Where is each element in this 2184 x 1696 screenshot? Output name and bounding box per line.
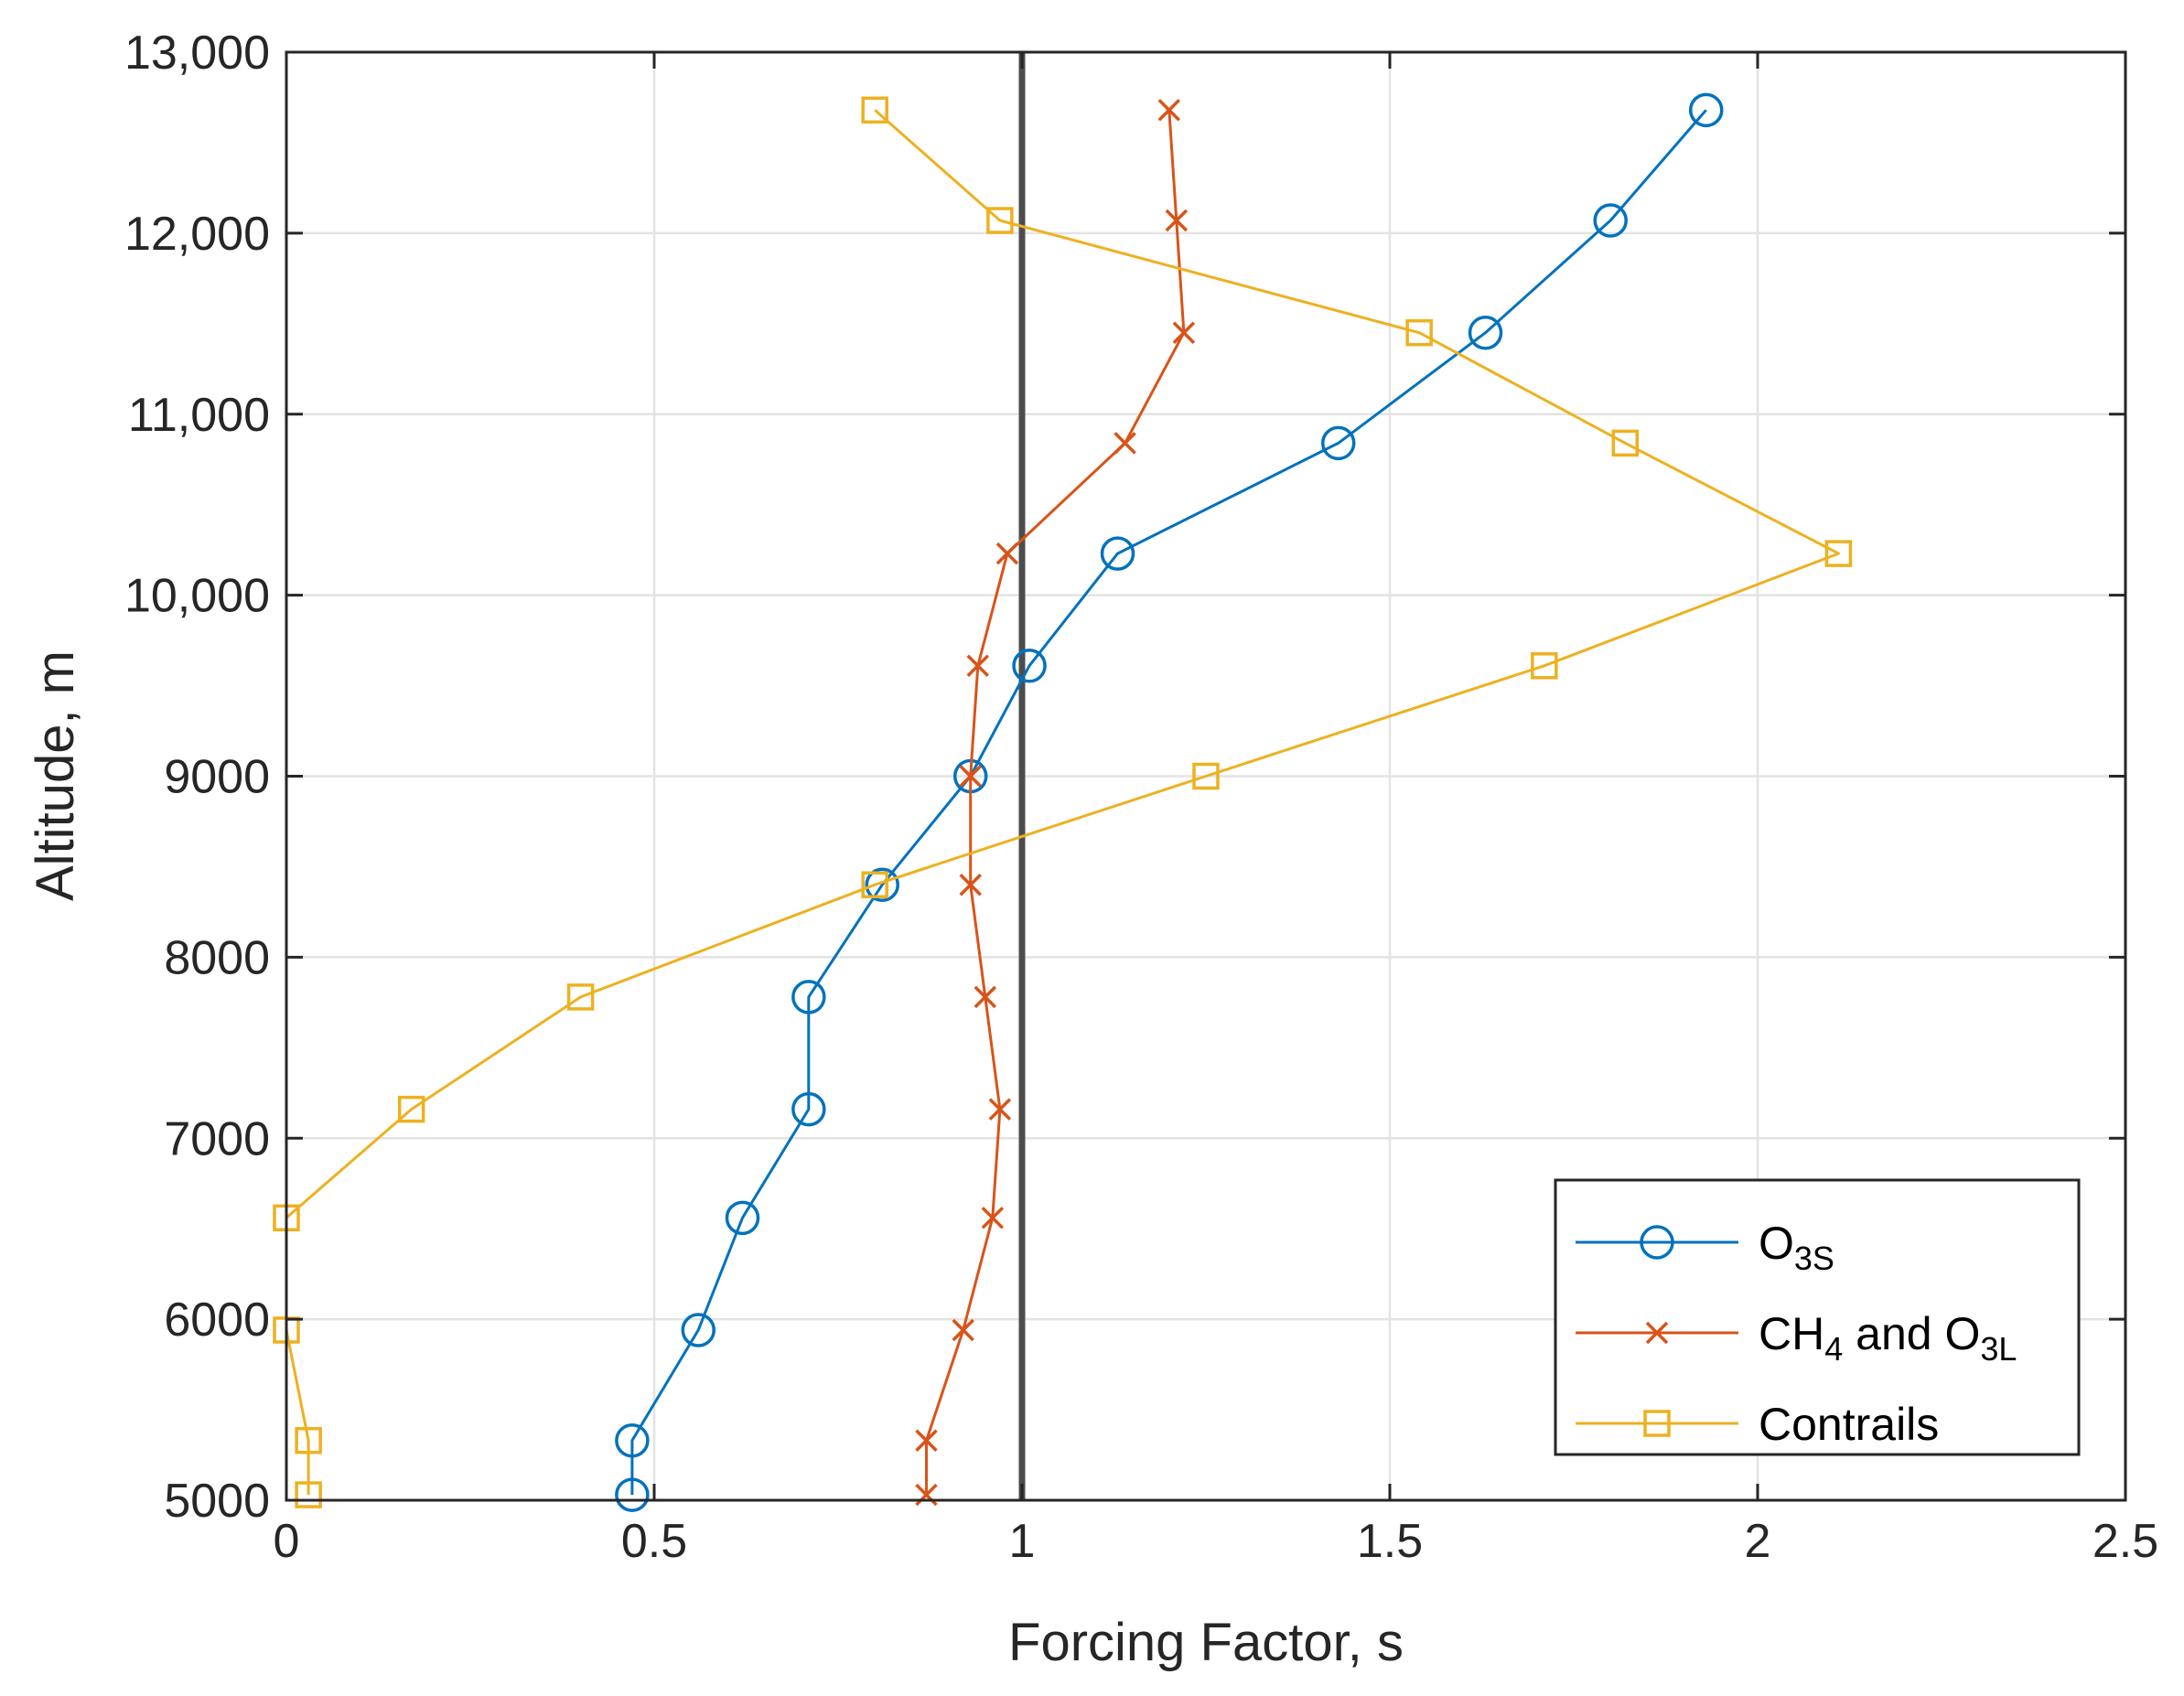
legend: O3S​ CH4​ and O3L​ Contrails	[1554, 1178, 2081, 1456]
data-point-ch4-and-o3l	[1165, 209, 1189, 232]
data-point-ch4-and-o3l	[981, 1207, 1005, 1229]
data-point-ch4-and-o3l	[959, 873, 982, 896]
data-point-contrails	[397, 1095, 425, 1123]
data-point-contrails	[861, 96, 888, 124]
data-point-o3s	[1320, 425, 1356, 461]
data-point-o3s	[1100, 536, 1135, 571]
legend-item-ch4-and-o3l: CH4​ and O3L​	[1576, 1308, 2017, 1368]
data-point-ch4-and-o3l	[974, 985, 997, 1009]
data-point-contrails	[295, 1426, 322, 1454]
data-point-o3s	[791, 1091, 826, 1127]
data-point-o3s	[615, 1477, 650, 1512]
y-tick-label: 11,000	[128, 389, 270, 442]
data-point-o3s	[681, 1313, 715, 1347]
x-tick-label: 0.5	[621, 1515, 687, 1568]
data-point-o3s	[1688, 92, 1724, 128]
y-tick-label: 13,000	[124, 27, 270, 80]
data-point-ch4-and-o3l	[952, 1318, 974, 1342]
legend-subscript: 4	[1824, 1330, 1843, 1368]
data-point-o3s	[615, 1422, 650, 1458]
data-point-ch4-and-o3l	[995, 542, 1019, 565]
legend-subscript: 3L	[1980, 1330, 2017, 1368]
data-point-o3s	[791, 980, 826, 1014]
data-point-contrails	[1192, 762, 1220, 790]
legend-subscript: 3S	[1794, 1240, 1834, 1277]
data-point-contrails	[566, 983, 595, 1011]
y-tick-label: 8000	[164, 931, 270, 984]
data-point-ch4-and-o3l	[1172, 321, 1196, 344]
data-point-ch4-and-o3l	[915, 1429, 938, 1452]
data-point-ch4-and-o3l	[959, 765, 982, 788]
y-axis-label: Altitude, m	[26, 650, 85, 901]
data-point-ch4-and-o3l	[988, 1098, 1012, 1121]
series-line-ch4-and-o3l	[925, 110, 1186, 1496]
y-tick-label: 9000	[164, 751, 270, 804]
data-point-o3s	[725, 1200, 760, 1236]
data-point-o3s	[1468, 315, 1503, 350]
data-point-contrails	[861, 871, 888, 898]
y-axis-ticks: 5000 6000 7000 8000 9000 10,000 11,000 12,000 13…	[124, 27, 2125, 1528]
legend-label-ch4-and-o3l: CH4​ and O3L​	[1759, 1308, 2017, 1368]
data-point-contrails	[295, 1481, 322, 1508]
legend-text-part: and O	[1843, 1308, 1980, 1359]
x-tick-label: 2	[1745, 1515, 1771, 1568]
x-tick-label: 2.5	[2093, 1515, 2158, 1568]
series-ch4-and-o3l	[915, 99, 1196, 1507]
legend-label-o3s: O3S​	[1759, 1218, 1834, 1277]
x-tick-label: 1	[1009, 1515, 1036, 1568]
data-point-ch4-and-o3l	[1114, 432, 1136, 455]
legend-text-part: O	[1759, 1218, 1794, 1269]
x-axis-label: Forcing Factor, s	[1008, 1613, 1404, 1672]
legend-marker-ch4-and-o3l	[1645, 1321, 1669, 1345]
x-tick-label: 1.5	[1357, 1515, 1423, 1568]
data-point-contrails	[1824, 540, 1853, 567]
data-point-o3s	[1012, 649, 1047, 683]
data-point-contrails	[1611, 429, 1640, 457]
data-point-ch4-and-o3l	[966, 654, 989, 678]
legend-box	[1554, 1178, 2081, 1456]
legend-text-part: CH	[1759, 1308, 1824, 1359]
y-tick-label: 10,000	[124, 570, 270, 623]
legend-text-part: Contrails	[1759, 1399, 1939, 1450]
legend-label-contrails: Contrails	[1759, 1399, 1939, 1450]
y-tick-label: 6000	[164, 1293, 270, 1347]
legend-marker-o3s	[1640, 1225, 1674, 1260]
legend-item-o3s: O3S​	[1576, 1218, 1834, 1277]
data-point-o3s	[1593, 203, 1628, 238]
data-point-contrails	[1531, 652, 1558, 680]
y-tick-label: 7000	[164, 1112, 270, 1165]
series-o3s	[615, 92, 1724, 1512]
x-axis-ticks: 0 0.5 1 1.5 2 2.5	[274, 52, 2158, 1568]
legend-marker-contrails	[1643, 1410, 1671, 1437]
data-point-o3s	[865, 867, 899, 902]
series-line-o3s	[630, 109, 1707, 1496]
data-point-contrails	[1405, 318, 1433, 347]
legend-item-contrails: Contrails	[1576, 1399, 1939, 1450]
data-point-contrails	[986, 207, 1014, 234]
y-tick-label: 5000	[164, 1475, 270, 1528]
data-point-ch4-and-o3l	[1157, 99, 1181, 122]
x-tick-label: 0	[274, 1515, 300, 1568]
y-tick-label: 12,000	[124, 208, 270, 261]
